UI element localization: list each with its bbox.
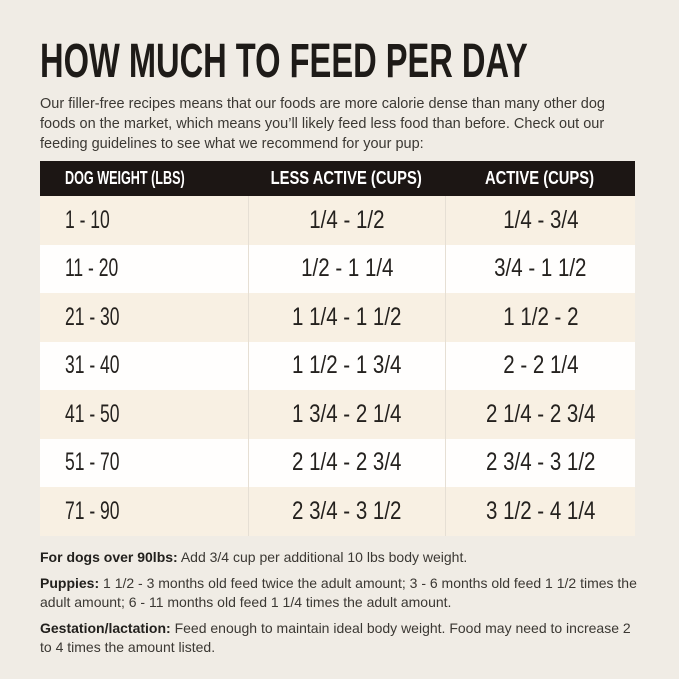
weight-cell: 31 - 40 — [40, 342, 248, 391]
table-row: 41 - 50 1 3/4 - 2 1/4 2 1/4 - 2 3/4 — [40, 390, 635, 439]
note-over-90lbs: For dogs over 90lbs: Add 3/4 cup per add… — [40, 548, 639, 567]
less-active-value: 1 3/4 - 2 1/4 — [292, 399, 402, 428]
less-active-value: 1 1/4 - 1 1/2 — [292, 302, 402, 331]
weight-value: 21 - 30 — [65, 302, 120, 331]
active-value: 2 - 2 1/4 — [502, 351, 579, 380]
active-cell: 2 - 2 1/4 — [445, 341, 635, 390]
table-row: 31 - 40 1 1/2 - 1 3/4 2 - 2 1/4 — [40, 341, 635, 391]
less-active-value: 1/2 - 1 1/4 — [300, 254, 394, 283]
note-gestation-lactation: Gestation/lactation: Feed enough to main… — [40, 619, 639, 657]
active-value: 1/4 - 3/4 — [502, 205, 579, 234]
less-active-value: 2 3/4 - 3 1/2 — [292, 496, 402, 525]
less-active-cell: 1/2 - 1 1/4 — [248, 244, 445, 293]
weight-value: 41 - 50 — [65, 399, 120, 428]
footnotes: For dogs over 90lbs: Add 3/4 cup per add… — [40, 548, 639, 657]
active-cell: 1 1/2 - 2 — [445, 293, 635, 342]
weight-cell: 41 - 50 — [40, 390, 248, 439]
weight-cell: 71 - 90 — [40, 487, 248, 536]
less-active-cell: 2 3/4 - 3 1/2 — [248, 487, 445, 536]
less-active-cell: 1 1/2 - 1 3/4 — [248, 341, 445, 390]
table-row: 51 - 70 2 1/4 - 2 3/4 2 3/4 - 3 1/2 — [40, 438, 635, 488]
page-title: HOW MUCH TO FEED PER DAY — [40, 38, 639, 86]
page-title-text: HOW MUCH TO FEED PER DAY — [40, 35, 528, 88]
table-row: 71 - 90 2 3/4 - 3 1/2 3 1/2 - 4 1/4 — [40, 487, 635, 536]
weight-value: 1 - 10 — [65, 205, 110, 234]
intro-text: Our filler-free recipes means that our f… — [40, 96, 605, 152]
table-header-row: DOG WEIGHT (LBS) LESS ACTIVE (CUPS) ACTI… — [40, 161, 635, 196]
less-active-cell: 1 3/4 - 2 1/4 — [248, 390, 445, 439]
weight-cell: 51 - 70 — [40, 439, 248, 488]
active-cell: 3 1/2 - 4 1/4 — [445, 487, 635, 536]
note-label: Puppies: — [40, 574, 100, 591]
note-text: Feed enough to maintain ideal body weigh… — [40, 619, 631, 655]
weight-value: 31 - 40 — [65, 351, 120, 380]
header-cell-active: ACTIVE (CUPS) — [445, 168, 635, 189]
header-label-active: ACTIVE (CUPS) — [485, 168, 595, 188]
weight-cell: 11 - 20 — [40, 245, 248, 294]
feeding-guide-page: HOW MUCH TO FEED PER DAY Our filler-free… — [40, 38, 639, 657]
note-puppies: Puppies: 1 1/2 - 3 months old feed twice… — [40, 574, 639, 612]
header-cell-less-active: LESS ACTIVE (CUPS) — [248, 168, 445, 189]
less-active-value: 1 1/2 - 1 3/4 — [292, 351, 402, 380]
header-label-dog-weight: DOG WEIGHT (LBS) — [65, 168, 185, 188]
less-active-cell: 2 1/4 - 2 3/4 — [248, 438, 445, 487]
active-value: 3/4 - 1 1/2 — [494, 254, 587, 283]
active-cell: 2 3/4 - 3 1/2 — [445, 438, 635, 487]
weight-value: 71 - 90 — [65, 496, 120, 525]
note-label: For dogs over 90lbs: — [40, 548, 178, 565]
active-value: 2 1/4 - 2 3/4 — [485, 399, 596, 428]
note-label: Gestation/lactation: — [40, 619, 171, 636]
active-value: 3 1/2 - 4 1/4 — [485, 496, 596, 525]
header-label-less-active: LESS ACTIVE (CUPS) — [270, 168, 423, 188]
weight-cell: 1 - 10 — [40, 196, 248, 245]
less-active-cell: 1 1/4 - 1 1/2 — [248, 293, 445, 342]
table-row: 11 - 20 1/2 - 1 1/4 3/4 - 1 1/2 — [40, 244, 635, 294]
weight-value: 51 - 70 — [65, 448, 120, 477]
less-active-value: 1/4 - 1/2 — [309, 205, 385, 234]
less-active-value: 2 1/4 - 2 3/4 — [292, 448, 402, 477]
active-value: 2 3/4 - 3 1/2 — [485, 448, 596, 477]
active-cell: 2 1/4 - 2 3/4 — [445, 390, 635, 439]
active-value: 1 1/2 - 2 — [502, 302, 579, 331]
note-text: 1 1/2 - 3 months old feed twice the adul… — [40, 574, 637, 610]
weight-value: 11 - 20 — [65, 254, 119, 283]
active-cell: 3/4 - 1 1/2 — [445, 244, 635, 293]
table-row: 1 - 10 1/4 - 1/2 1/4 - 3/4 — [40, 196, 635, 245]
header-cell-dog-weight: DOG WEIGHT (LBS) — [40, 168, 248, 189]
table-row: 21 - 30 1 1/4 - 1 1/2 1 1/2 - 2 — [40, 293, 635, 342]
feeding-table: DOG WEIGHT (LBS) LESS ACTIVE (CUPS) ACTI… — [40, 161, 635, 536]
note-text: Add 3/4 cup per additional 10 lbs body w… — [180, 548, 468, 565]
active-cell: 1/4 - 3/4 — [445, 196, 635, 245]
weight-cell: 21 - 30 — [40, 293, 248, 342]
less-active-cell: 1/4 - 1/2 — [248, 196, 445, 245]
